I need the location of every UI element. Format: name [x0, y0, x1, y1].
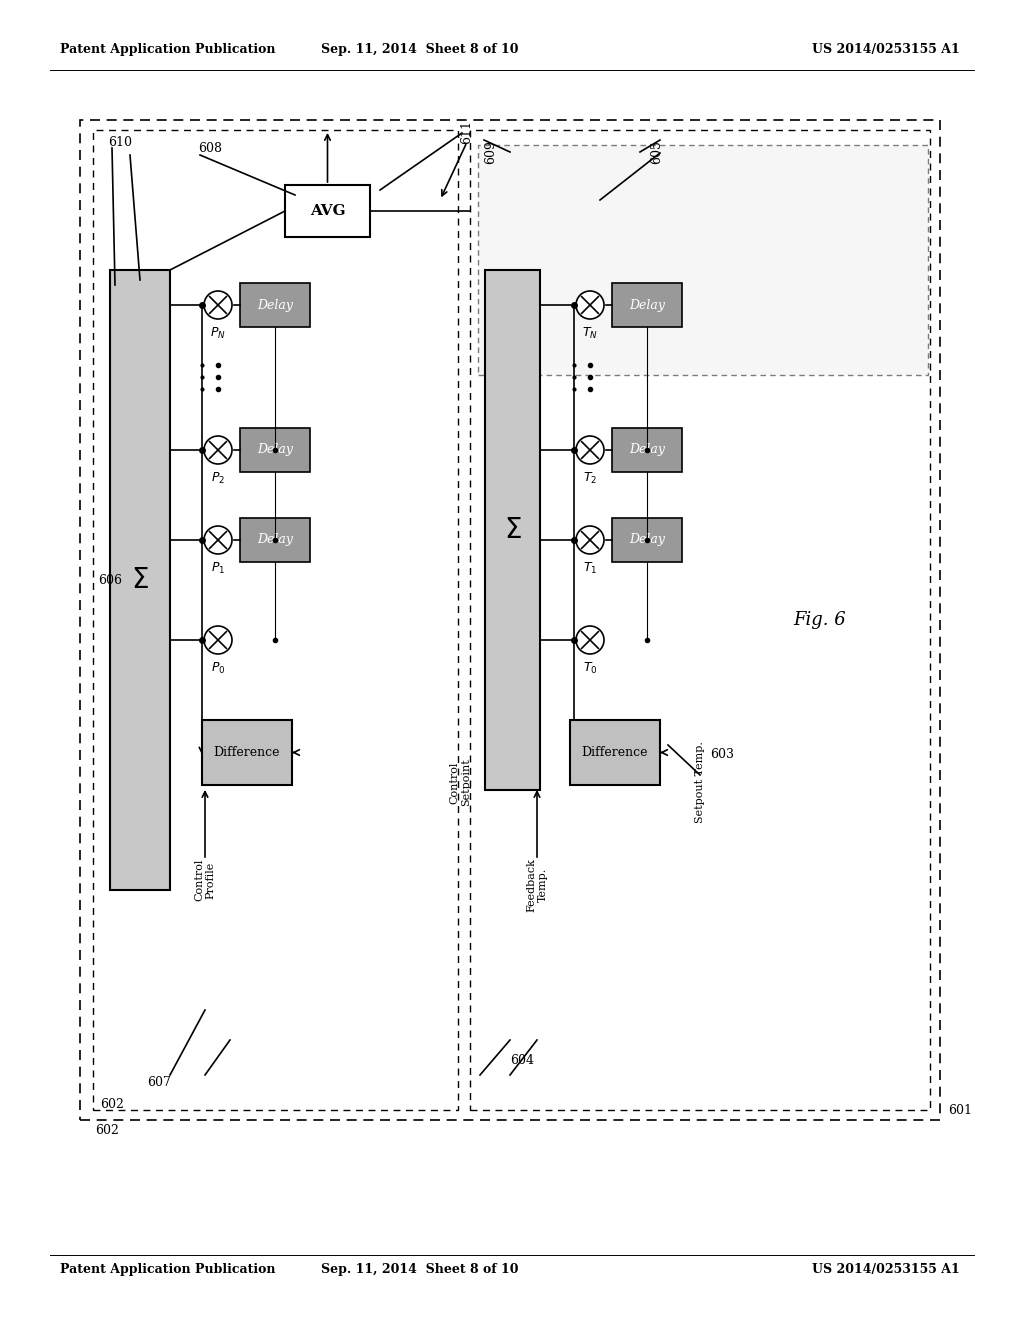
- FancyBboxPatch shape: [202, 719, 292, 785]
- Circle shape: [575, 525, 604, 554]
- Text: AVG: AVG: [309, 205, 345, 218]
- Text: 602: 602: [100, 1098, 124, 1111]
- Text: Control
Setpoint: Control Setpoint: [450, 759, 471, 807]
- Text: Delay: Delay: [629, 444, 665, 457]
- Text: Sep. 11, 2014  Sheet 8 of 10: Sep. 11, 2014 Sheet 8 of 10: [322, 1263, 519, 1276]
- Text: Delay: Delay: [257, 444, 293, 457]
- Text: $T_N$: $T_N$: [582, 326, 598, 341]
- Text: 605: 605: [650, 140, 663, 164]
- Text: 601: 601: [948, 1104, 972, 1117]
- Circle shape: [575, 290, 604, 319]
- Circle shape: [575, 436, 604, 465]
- FancyBboxPatch shape: [612, 428, 682, 473]
- Text: US 2014/0253155 A1: US 2014/0253155 A1: [812, 1263, 961, 1276]
- Circle shape: [575, 626, 604, 653]
- Text: $T_0$: $T_0$: [583, 660, 597, 676]
- FancyBboxPatch shape: [240, 282, 310, 327]
- Text: Feedback
Temp.: Feedback Temp.: [526, 858, 548, 912]
- Text: Delay: Delay: [629, 533, 665, 546]
- Text: Sep. 11, 2014  Sheet 8 of 10: Sep. 11, 2014 Sheet 8 of 10: [322, 44, 519, 57]
- Text: $P_2$: $P_2$: [211, 470, 225, 486]
- Text: Patent Application Publication: Patent Application Publication: [60, 44, 275, 57]
- Text: $P_0$: $P_0$: [211, 660, 225, 676]
- FancyBboxPatch shape: [612, 282, 682, 327]
- Text: 602: 602: [95, 1123, 119, 1137]
- Text: 609: 609: [484, 140, 497, 164]
- Circle shape: [204, 436, 232, 465]
- Text: 606: 606: [98, 573, 122, 586]
- Text: Setpout Temp.: Setpout Temp.: [695, 742, 705, 824]
- FancyBboxPatch shape: [612, 517, 682, 562]
- FancyBboxPatch shape: [285, 185, 370, 238]
- Text: 604: 604: [510, 1053, 534, 1067]
- FancyBboxPatch shape: [570, 719, 660, 785]
- Text: $\Sigma$: $\Sigma$: [131, 566, 148, 594]
- Circle shape: [204, 626, 232, 653]
- Text: 607: 607: [147, 1076, 171, 1089]
- Text: 608: 608: [198, 141, 222, 154]
- Text: Control
Profile: Control Profile: [195, 859, 216, 902]
- Text: $T_2$: $T_2$: [583, 470, 597, 486]
- Text: Delay: Delay: [629, 298, 665, 312]
- Text: $P_1$: $P_1$: [211, 561, 225, 576]
- FancyBboxPatch shape: [485, 271, 540, 789]
- Text: Delay: Delay: [257, 298, 293, 312]
- Text: 603: 603: [710, 748, 734, 762]
- Text: Patent Application Publication: Patent Application Publication: [60, 1263, 275, 1276]
- Text: Delay: Delay: [257, 533, 293, 546]
- FancyBboxPatch shape: [240, 428, 310, 473]
- Text: $\Sigma$: $\Sigma$: [504, 516, 521, 544]
- Text: Difference: Difference: [582, 746, 648, 759]
- Text: Fig. 6: Fig. 6: [794, 611, 847, 630]
- Circle shape: [204, 525, 232, 554]
- FancyBboxPatch shape: [478, 145, 928, 375]
- FancyBboxPatch shape: [240, 517, 310, 562]
- FancyBboxPatch shape: [110, 271, 170, 890]
- Text: $T_1$: $T_1$: [583, 561, 597, 576]
- Text: Difference: Difference: [214, 746, 281, 759]
- Text: 611: 611: [460, 120, 473, 144]
- Text: 610: 610: [108, 136, 132, 149]
- Text: $P_N$: $P_N$: [210, 326, 226, 341]
- Circle shape: [204, 290, 232, 319]
- Text: US 2014/0253155 A1: US 2014/0253155 A1: [812, 44, 961, 57]
